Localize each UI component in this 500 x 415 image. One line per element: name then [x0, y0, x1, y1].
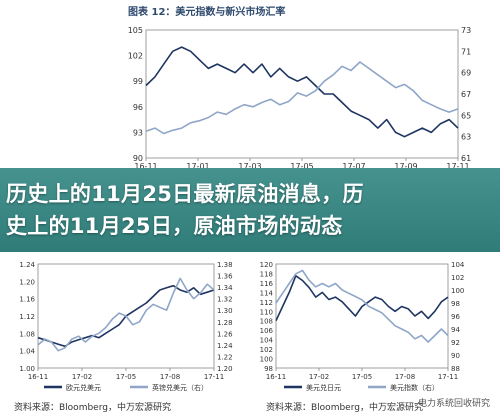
- x-tick-label: 16-11: [134, 162, 157, 168]
- x-tick-label: 17-08: [395, 373, 415, 381]
- x-tick-label: 16-11: [28, 373, 48, 381]
- y-left-tick-label: 108: [260, 318, 273, 326]
- x-tick-label: 17-02: [309, 373, 329, 381]
- x-tick-label: 17-05: [290, 162, 313, 168]
- headline-band: [0, 168, 500, 252]
- x-tick-label: 17-05: [116, 373, 136, 381]
- y-left-tick-label: 1.08: [19, 330, 35, 338]
- y-left-tick-label: 100: [260, 356, 273, 364]
- y-right-tick-label: 1.22: [217, 353, 233, 361]
- y-right-tick-label: 61: [461, 154, 471, 163]
- y-left-tick-label: 106: [260, 327, 274, 335]
- y-right-tick-label: 104: [451, 261, 465, 269]
- y-right-tick-label: 1.32: [217, 296, 233, 304]
- y-left-tick-label: 99: [133, 77, 143, 86]
- y-left-tick-label: 104: [260, 337, 274, 345]
- y-right-tick-label: 102: [451, 274, 464, 282]
- y-left-tick-label: 118: [260, 270, 273, 278]
- x-tick-label: 17-03: [238, 162, 261, 168]
- bottom-right-chart: 9810010210410610811011211411611812088909…: [260, 261, 465, 392]
- legend-label: 英镑兑美元（右）: [152, 383, 208, 392]
- x-tick-label: 17-01: [186, 162, 209, 168]
- y-left-tick-label: 98: [264, 365, 273, 373]
- y-left-tick-label: 1.20: [19, 278, 35, 286]
- y-right-tick-label: 90: [451, 352, 460, 360]
- series-line-1: [275, 274, 449, 322]
- x-tick-label: 17-07: [342, 162, 365, 168]
- y-right-tick-label: 67: [461, 90, 471, 99]
- y-left-tick-label: 102: [128, 52, 143, 61]
- x-tick-label: 17-11: [438, 373, 458, 381]
- x-tick-label: 17-02: [72, 373, 92, 381]
- y-right-tick-label: 1.20: [217, 365, 233, 373]
- y-left-tick-label: 116: [260, 280, 274, 288]
- legend-label: 欧元兑美元: [66, 383, 101, 392]
- x-tick-label: 16-11: [266, 373, 286, 381]
- y-right-tick-label: 69: [461, 69, 471, 78]
- series-line-2: [37, 277, 215, 352]
- bottom-left-chart-panel: 1.00 1.04 1.08 1.12 1.16 1.20 1.24 1.20 1.22 1.24…: [0, 252, 250, 415]
- top-chart-panel: 图表 12：美元指数与新兴市场汇率 90 93 96 99 102 105 61 63 65 67…: [0, 0, 500, 168]
- y-left-tick-label: 1.00: [19, 365, 35, 373]
- x-tick-label: 17-11: [204, 373, 224, 381]
- y-right-tick-label: 94: [451, 326, 460, 334]
- y-right-tick-label: 1.26: [217, 330, 233, 338]
- x-tick-label: 17-11: [446, 162, 469, 168]
- y-left-tick-label: 120: [260, 261, 273, 269]
- series-line-1: [145, 46, 459, 138]
- y-left-tick-label: 93: [133, 128, 143, 137]
- y-left-tick-label: 1.12: [19, 313, 35, 321]
- y-left-tick-label: 112: [260, 299, 273, 307]
- x-tick-label: 17-09: [394, 162, 417, 168]
- y-left-tick-label: 110: [260, 308, 273, 316]
- legend-label: 美元兑日元: [306, 383, 341, 392]
- y-right-tick-label: 1.34: [217, 284, 233, 292]
- series-line-2: [275, 269, 449, 343]
- y-left-tick-label: 1.24: [19, 261, 35, 269]
- y-left-tick-label: 90: [133, 154, 143, 163]
- y-right-tick-label: 92: [451, 339, 460, 347]
- y-left-tick-label: 105: [128, 26, 143, 35]
- y-left-tick-label: 1.16: [19, 296, 35, 304]
- y-right-tick-label: 96: [451, 313, 460, 321]
- series-line-2: [145, 61, 459, 135]
- chart-title: 图表 12：美元指数与新兴市场汇率: [128, 7, 286, 18]
- y-right-tick-label: 88: [451, 365, 460, 373]
- y-left-tick-label: 96: [133, 103, 143, 112]
- y-right-tick-label: 63: [461, 133, 471, 142]
- y-right-tick-label: 98: [451, 300, 460, 308]
- y-right-tick-label: 73: [461, 26, 471, 35]
- y-right-tick-label: 1.36: [217, 273, 233, 281]
- y-right-tick-label: 71: [461, 47, 471, 56]
- source-note: 资料来源：Bloomberg，中万宏源研究: [266, 403, 423, 413]
- watermark: 电力系统回收研究: [417, 399, 490, 409]
- y-right-tick-label: 1.38: [217, 261, 233, 269]
- bottom-right-chart-panel: 98 100 102 104 106 108 110 112 114 116 118 120 88 90 9…: [252, 252, 500, 415]
- legend-label: 美元指数（右）: [390, 383, 439, 392]
- y-right-tick-label: 1.28: [217, 319, 233, 327]
- headline-line-2: 史上的11月25日，原油市场的动态: [6, 214, 343, 238]
- y-right-tick-label: 100: [451, 287, 464, 295]
- y-right-tick-label: 65: [461, 111, 471, 120]
- y-left-tick-label: 114: [260, 289, 274, 297]
- bottom-left-chart: 1.00 1.04 1.08 1.12 1.16 1.20 1.24 1.20 1.22 1.24…: [19, 261, 233, 392]
- source-note: 资料来源：Bloomberg，中万宏源研究: [14, 403, 171, 413]
- x-tick-label: 17-05: [352, 373, 372, 381]
- y-right-tick-label: 1.24: [217, 342, 233, 350]
- x-tick-label: 17-08: [160, 373, 180, 381]
- y-right-tick-label: 1.30: [217, 307, 233, 315]
- headline-line-1: 历史上的11月25日最新原油消息，历: [6, 182, 364, 206]
- y-left-tick-label: 102: [260, 346, 273, 354]
- y-left-tick-label: 1.04: [19, 348, 35, 356]
- top-chart: 90 93 96 99 102 105 61 63 65 67 69 71 73 16-11 17-01 17…: [128, 26, 471, 168]
